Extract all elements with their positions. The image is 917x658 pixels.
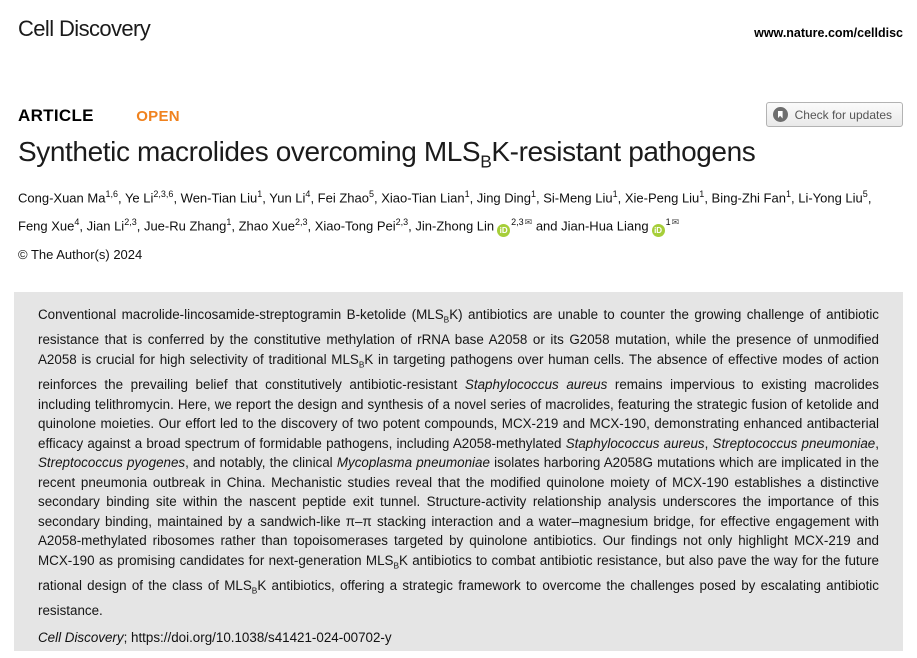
article-type-label: ARTICLE xyxy=(18,106,94,125)
crossmark-icon xyxy=(772,107,788,122)
check-for-updates-label: Check for updates xyxy=(794,107,892,122)
open-access-label: OPEN xyxy=(136,108,180,125)
orcid-icon[interactable]: iD xyxy=(651,224,665,238)
email-icon[interactable]: ✉ xyxy=(671,217,680,228)
author-list: Cong-Xuan Ma1,6, Ye Li2,3,6, Wen-Tian Li… xyxy=(18,182,901,239)
article-meta-row: ARTICLE OPEN Check for updates xyxy=(18,102,903,132)
journal-header: Cell Discovery www.nature.com/celldisc xyxy=(18,16,903,42)
check-for-updates-button[interactable]: Check for updates xyxy=(765,102,903,127)
journal-url-link[interactable]: www.nature.com/celldisc xyxy=(754,26,903,40)
orcid-icon[interactable]: iD xyxy=(497,224,511,238)
abstract-box: Conventional macrolide-lincosamide-strep… xyxy=(14,292,903,651)
email-icon[interactable]: ✉ xyxy=(524,217,533,228)
article-title: Synthetic macrolides overcoming MLSBK-re… xyxy=(18,136,756,172)
journal-name: Cell Discovery xyxy=(18,16,151,41)
citation-doi-line[interactable]: Cell Discovery; https://doi.org/10.1038/… xyxy=(38,629,392,645)
abstract-text: Conventional macrolide-lincosamide-strep… xyxy=(38,307,880,619)
copyright-line: © The Author(s) 2024 xyxy=(18,247,143,262)
